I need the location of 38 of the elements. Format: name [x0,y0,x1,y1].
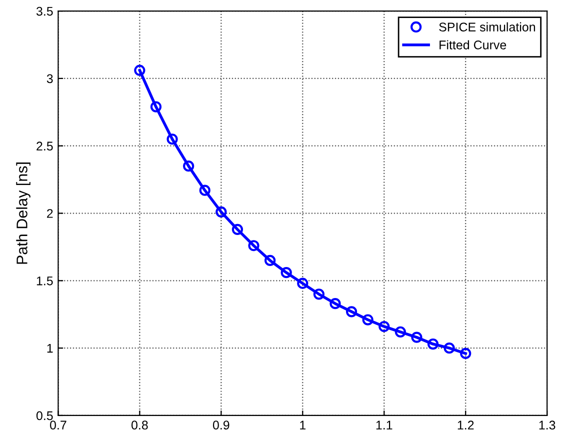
point [394,326,406,338]
y-tick-label: 2.5 [36,142,53,151]
point [166,134,178,145]
point [216,206,227,218]
point [378,320,390,332]
y-axis-title: Path Delay [ns] [16,162,30,264]
point [134,64,146,76]
point [444,342,455,354]
point [183,160,194,172]
x-tick-label: 1.3 [539,420,556,430]
y-tick-label: 3.5 [36,6,53,16]
point [248,240,260,252]
legend-label: SPICE simulation [439,22,536,32]
y-tick-label: 1 [47,344,53,353]
point [460,348,472,360]
point [199,184,210,196]
y-tick-label: 2 [47,209,53,218]
point [346,306,358,318]
x-tick-label: 0.9 [212,420,230,430]
legend-label: Fitted Curve [440,40,506,50]
x-tick-label: 1.1 [376,420,392,430]
point [150,101,162,112]
x-tick-label: 0.8 [131,420,148,430]
point [313,288,324,300]
point [297,278,308,289]
point [280,267,292,278]
x-tick-label: 0.7 [50,420,66,430]
point [411,332,422,343]
point [264,254,276,266]
y-tick-label: 0.5 [36,411,53,420]
x-tick-label: 1 [300,420,306,430]
point [427,338,439,350]
point [330,298,341,310]
point [362,314,374,326]
x-tick-label: 1.2 [458,420,474,430]
y-tick-label: 1.5 [36,276,53,286]
y-tick-label: 3 [46,74,53,84]
point [232,224,244,235]
